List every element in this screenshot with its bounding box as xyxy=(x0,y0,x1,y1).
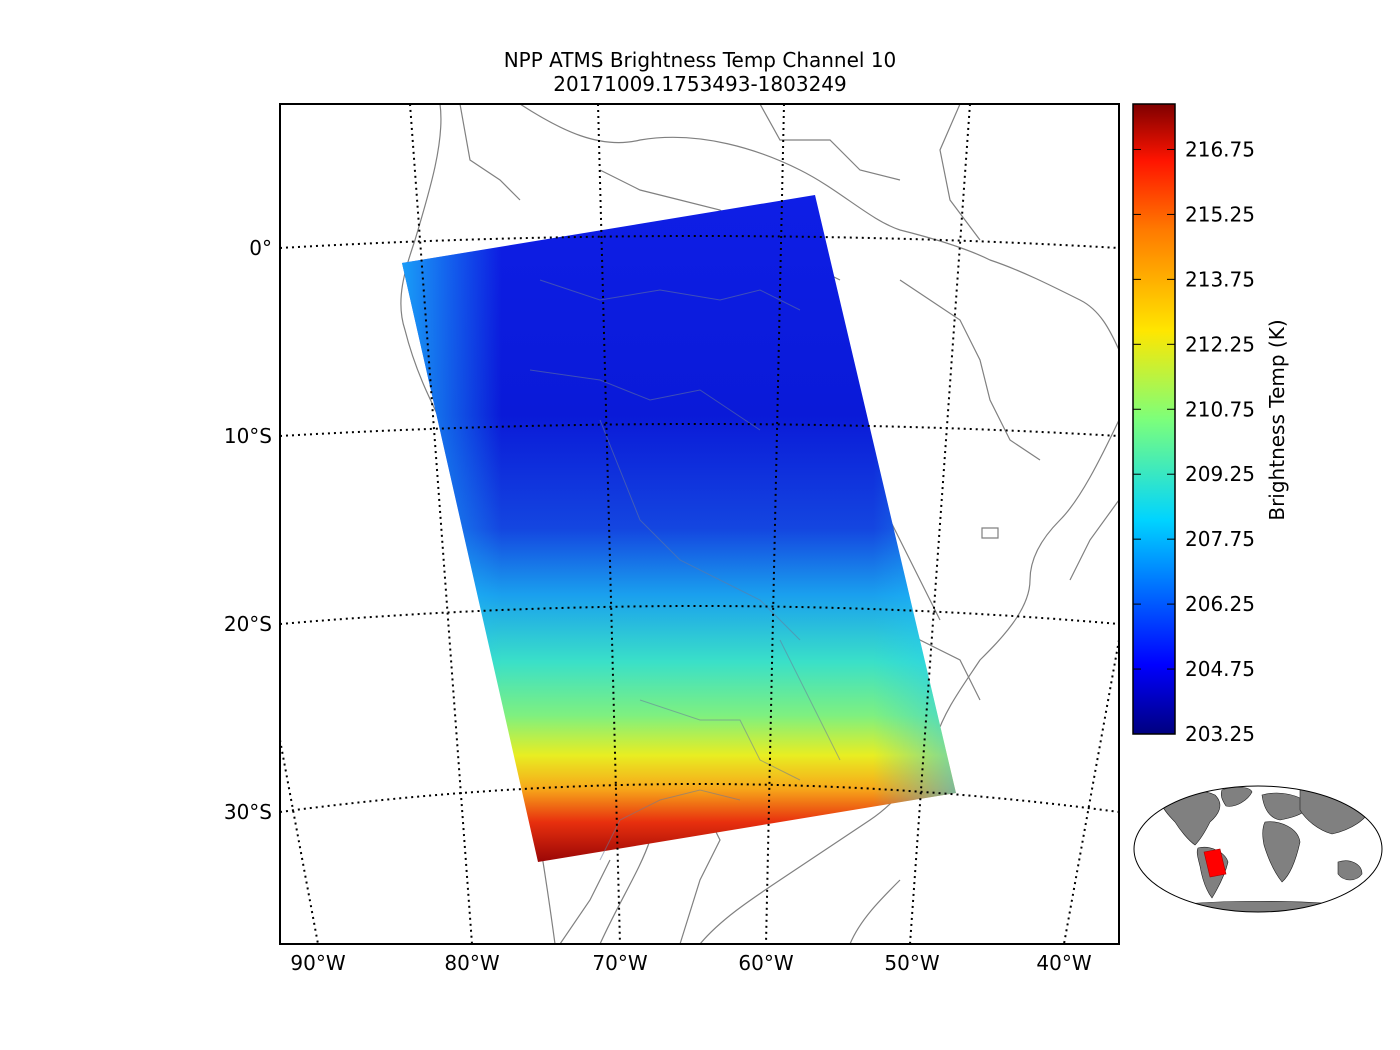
colorbar-label: Brightness Temp (K) xyxy=(1265,319,1289,520)
lon-label-70w: 70°W xyxy=(592,951,647,975)
colorbar-tick-label: 204.75 xyxy=(1185,657,1255,681)
map-title: NPP ATMS Brightness Temp Channel 10 xyxy=(503,48,897,72)
map-frame xyxy=(279,103,1120,945)
colorbar-gradient xyxy=(1133,104,1175,734)
colorbar-tick-label: 209.25 xyxy=(1185,462,1255,486)
inset-swath-highlight xyxy=(1203,848,1227,878)
lon-label-60w: 60°W xyxy=(738,951,793,975)
lat-label-10s: 10°S xyxy=(224,424,272,448)
lon-label-50w: 50°W xyxy=(884,951,939,975)
map-subtitle: 20171009.1753493-1803249 xyxy=(553,72,847,96)
lat-label-20s: 20°S xyxy=(224,612,272,636)
lon-label-80w: 80°W xyxy=(444,951,499,975)
colorbar-tick-label: 210.75 xyxy=(1185,397,1255,421)
colorbar-tick-label: 203.25 xyxy=(1185,722,1255,746)
colorbar-tick-label: 206.25 xyxy=(1185,592,1255,616)
lon-label-90w: 90°W xyxy=(290,951,345,975)
colorbar-tick-label: 216.75 xyxy=(1185,137,1255,161)
lat-label-30s: 30°S xyxy=(224,800,272,824)
inset-globe xyxy=(1133,785,1383,913)
parallels xyxy=(280,235,1119,813)
colorbar-ticks: 216.75 215.25 213.75 212.25 210.75 209.25 207.… xyxy=(1133,137,1255,746)
lon-label-40w: 40°W xyxy=(1036,951,1091,975)
colorbar-tick-label: 213.75 xyxy=(1185,267,1255,291)
brightness-swath-edge xyxy=(402,195,956,862)
colorbar-tick-label: 215.25 xyxy=(1185,202,1255,226)
swath-borders xyxy=(529,279,841,861)
colorbar-tick-label: 207.75 xyxy=(1185,527,1255,551)
meridians xyxy=(280,104,1119,944)
lat-label-0: 0° xyxy=(249,236,272,260)
colorbar-frame xyxy=(1132,103,1176,735)
colorbar-tick-label: 212.25 xyxy=(1185,332,1255,356)
